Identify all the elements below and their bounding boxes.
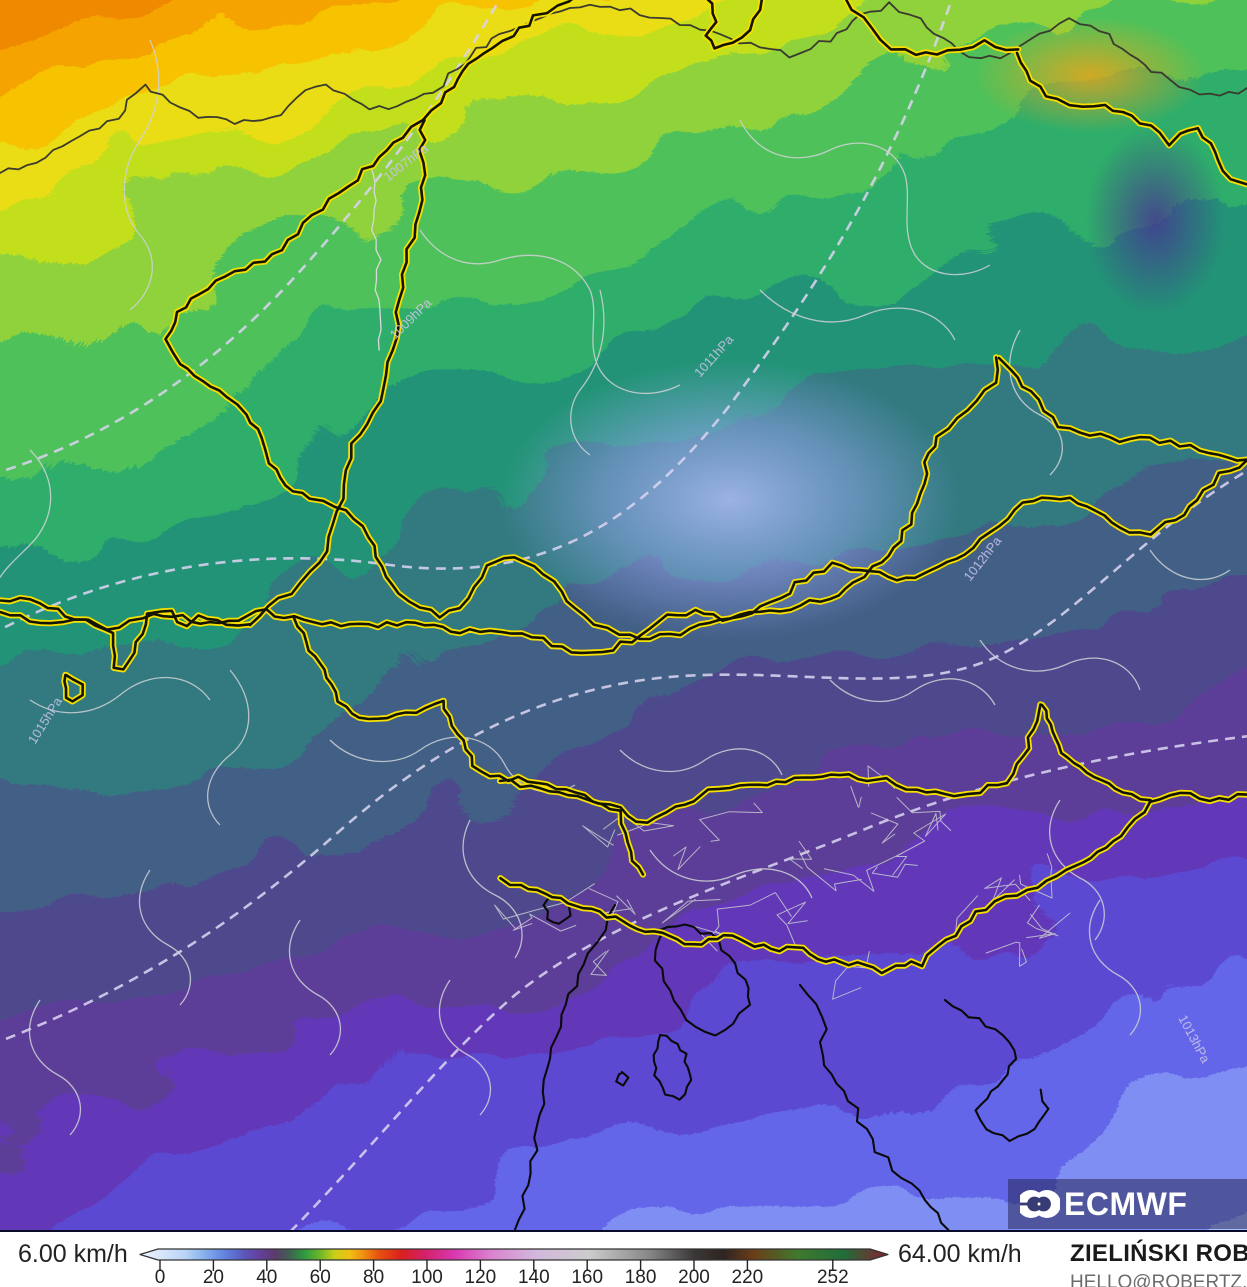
svg-text:1011hPa: 1011hPa — [691, 331, 737, 380]
svg-text:1009hPa: 1009hPa — [387, 295, 435, 342]
svg-text:1015hPa: 1015hPa — [25, 694, 66, 747]
svg-text:1013hPa: 1013hPa — [1175, 1012, 1213, 1066]
